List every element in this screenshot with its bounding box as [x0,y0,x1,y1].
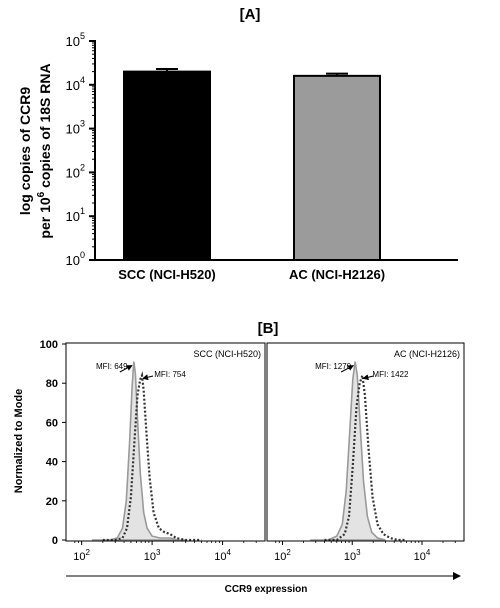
ytick-base: 10 [66,253,80,268]
panel-b-ytick-label: 100 [40,339,58,351]
histogram-stained-scc [102,371,202,542]
panel-a-ytick-label: 102 [66,162,85,180]
mfi-arrow-stained-ac [362,374,374,381]
histogram-control-ac [310,361,386,541]
panel-b-xtick-label: 104 [214,548,231,563]
mfi-stained-scc: MFI: 754 [154,370,186,379]
panel-a-x-labels: SCC (NCI-H520) AC (NCI-H2126) [118,267,385,282]
ytick-exp: 1 [80,206,85,216]
xtick-base: 10 [414,551,426,563]
histogram-label-ac: AC (NCI-H2126) [394,349,460,359]
xtick-exp: 3 [356,548,361,557]
histogram-label-scc: SCC (NCI-H520) [193,349,261,359]
panel-b-ytick-label: 40 [46,457,58,469]
panel-b-histograms [91,361,407,542]
ytick-exp: 3 [80,119,85,129]
histogram-frame-scc [65,342,266,542]
ytick-exp: 5 [80,31,85,41]
xtick-base: 10 [144,551,156,563]
panel-b-xtick-label: 104 [414,548,431,563]
panel-b-y-ticks: 0 20 40 60 80 100 [40,339,66,547]
panel-a-ytick-label: 103 [66,119,85,137]
mfi-stained-ac: MFI: 1422 [372,370,409,379]
panel-b-xtick-label: 102 [73,548,90,563]
panel-a-ytick-label: 104 [66,75,85,93]
xtick-exp: 2 [286,548,291,557]
ytick-base: 10 [66,209,80,224]
panel-b-ytick-label: 60 [46,417,58,429]
panel-b-x-ticks: 102 103 104 102 103 104 [73,541,456,563]
panel-a-ylabel-line1: log copies of CCR9 [17,87,33,216]
histogram-stained-ac [324,375,407,542]
xtick-exp: 2 [86,548,91,557]
mfi-control-scc: MFI: 649 [96,362,128,371]
bar-scc [123,70,211,261]
panel-b-xtick-label: 103 [344,548,361,563]
panel-a-ylabel-pre: per 10 [37,197,53,238]
ytick-exp: 4 [80,75,85,85]
xtick-base: 10 [73,551,85,563]
category-label: AC (NCI-H2126) [289,267,385,282]
panel-b-xtick-label: 103 [144,548,161,563]
panel-a-ytick-label: 101 [66,206,85,224]
xtick-exp: 4 [226,548,231,557]
panel-b-annotations: SCC (NCI-H520) MFI: 649 MFI: 754 AC (NCI-H2… [96,349,460,381]
panel-b-ylabel: Normalized to Mode [13,389,25,494]
panel-b-ytick-label: 20 [46,496,58,508]
histogram-control-scc [91,361,186,541]
panel-a-ylabel-line2: per 106 copies of 18S RNA [36,63,53,238]
panel-a-ytick-label: 100 [66,250,85,268]
category-label: SCC (NCI-H520) [118,267,216,282]
panel-b-xtick-label: 102 [274,548,291,563]
panel-b-ytick-label: 0 [52,535,58,547]
ytick-exp: 2 [80,162,85,172]
panel-a-ylabel-post: copies of 18S RNA [37,63,53,191]
panel-a-bars [123,67,381,261]
panel-a-ylabel-sup: 6 [36,191,47,197]
xtick-exp: 4 [426,548,431,557]
panel-a-ytick-label: 105 [66,31,85,49]
ytick-base: 10 [66,165,80,180]
panel-a-label: [A] [240,6,261,23]
ytick-base: 10 [66,78,80,93]
panel-b-label: [B] [258,320,279,337]
ytick-exp: 0 [80,250,85,260]
xtick-base: 10 [274,551,286,563]
mfi-arrow-control-ac [340,365,355,373]
histogram-frame-ac [266,342,465,542]
bar-ac [293,74,381,261]
ytick-base: 10 [66,122,80,137]
ytick-base: 10 [66,34,80,49]
xtick-base: 10 [344,551,356,563]
xtick-base: 10 [214,551,226,563]
mfi-control-ac: MFI: 1270 [315,362,352,371]
mfi-arrow-stained-scc [142,374,154,381]
xtick-exp: 3 [156,548,161,557]
panel-b-ytick-label: 80 [46,378,58,390]
mfi-arrow-control-scc [119,365,133,373]
panel-a: [A] log copies of CCR9 per 106 copies of… [17,6,458,282]
panel-b-xlabel: CCR9 expression [225,584,308,595]
